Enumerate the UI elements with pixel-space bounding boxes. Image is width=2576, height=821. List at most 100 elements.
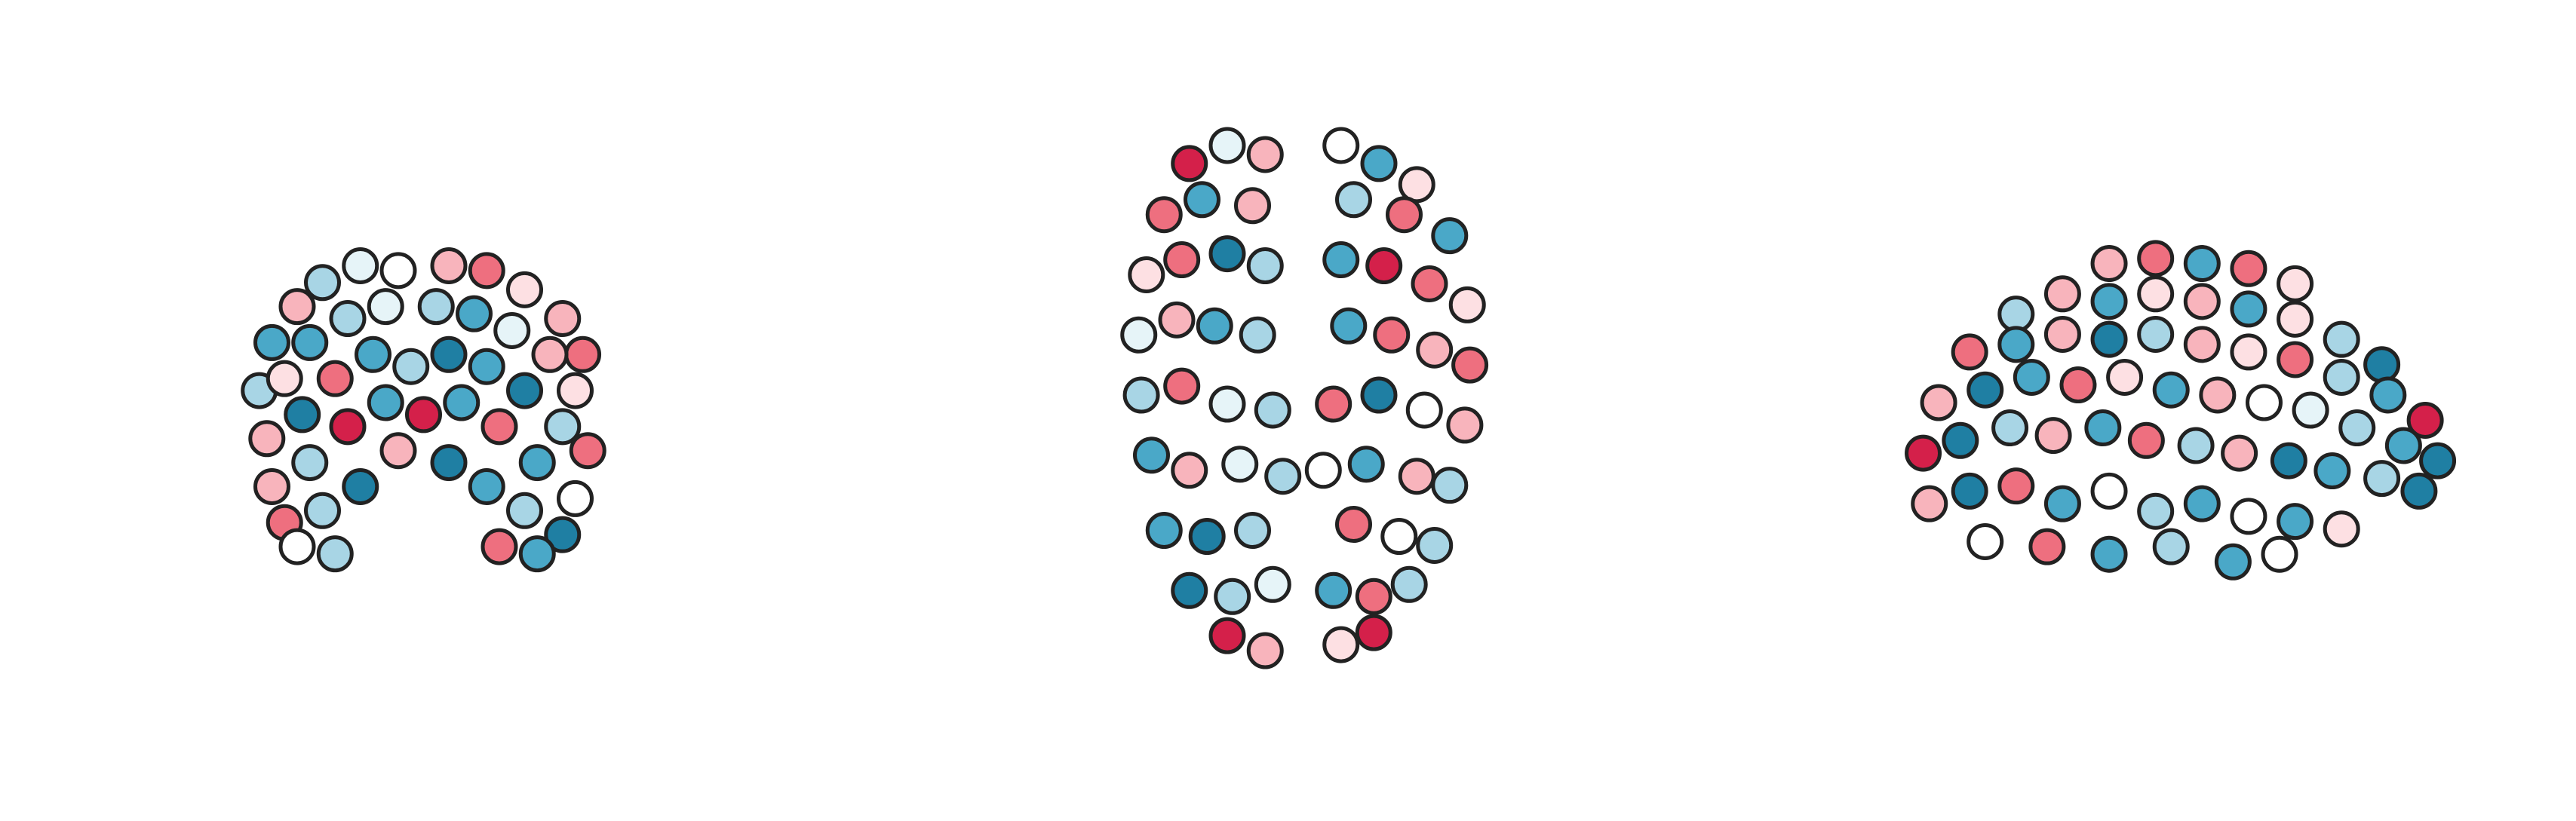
node-marker — [518, 535, 556, 573]
node-marker — [1145, 196, 1183, 234]
node-marker — [468, 252, 505, 289]
node-marker — [430, 335, 468, 373]
node-marker — [1304, 452, 1342, 489]
node-marker — [379, 432, 417, 470]
node-marker — [1431, 217, 1469, 255]
node-marker — [2245, 384, 2283, 421]
node-marker — [248, 420, 286, 458]
node-marker — [2369, 376, 2407, 414]
node-marker — [304, 492, 341, 529]
node-marker — [1390, 565, 1428, 603]
node-marker — [1951, 472, 1988, 510]
node-marker — [1163, 367, 1201, 405]
node-marker — [2183, 245, 2221, 283]
node-marker — [531, 335, 569, 373]
node-marker — [1967, 522, 2004, 560]
node-marker — [1911, 485, 1948, 522]
node-marker — [430, 444, 468, 482]
node-marker — [2230, 250, 2267, 287]
node-marker — [481, 408, 518, 446]
node-marker — [379, 252, 417, 289]
node-marker — [1951, 333, 1988, 371]
node-marker — [316, 360, 354, 397]
node-marker — [1942, 421, 1979, 459]
node-marker — [2090, 472, 2128, 510]
node-marker — [1208, 235, 1246, 273]
node-marker — [1264, 458, 1302, 495]
node-marker — [1398, 166, 1435, 204]
node-marker — [2277, 341, 2314, 378]
node-marker — [1158, 301, 1196, 339]
node-marker — [2270, 442, 2307, 479]
node-marker — [564, 335, 602, 373]
node-marker — [1246, 136, 1284, 173]
node-marker — [1920, 384, 1957, 421]
node-marker — [367, 288, 404, 326]
node-marker — [392, 348, 430, 385]
node-marker — [2043, 315, 2081, 353]
node-marker — [544, 300, 582, 338]
node-marker — [1128, 256, 1165, 293]
node-marker — [1315, 385, 1352, 423]
node-marker — [1234, 187, 1271, 225]
node-marker — [2419, 442, 2457, 479]
node-marker — [2277, 265, 2314, 302]
node-marker — [468, 348, 505, 385]
node-marker — [1416, 331, 1454, 369]
node-marker — [1322, 127, 1360, 164]
node-marker — [278, 288, 316, 326]
node-marker — [2034, 417, 2072, 455]
node-marker — [304, 264, 341, 302]
marker-view — [241, 247, 606, 573]
node-marker — [1254, 565, 1291, 603]
node-marker — [544, 516, 582, 553]
node-marker — [1214, 577, 1251, 615]
node-marker — [2406, 401, 2444, 439]
node-marker — [481, 528, 518, 565]
node-marker — [1360, 145, 1398, 182]
node-marker — [291, 444, 329, 482]
node-marker — [2363, 346, 2401, 384]
node-marker — [1254, 391, 1291, 429]
node-marker — [1133, 437, 1170, 474]
node-marker — [1145, 512, 1183, 550]
node-marker — [355, 335, 391, 373]
node-marker — [253, 323, 290, 361]
node-marker — [2183, 326, 2221, 363]
node-marker — [1184, 181, 1220, 219]
node-marker — [1905, 434, 1942, 472]
node-marker — [2090, 320, 2128, 358]
node-marker — [1355, 577, 1392, 615]
node-marker — [417, 288, 455, 326]
marker-view — [1905, 240, 2457, 581]
node-marker — [1360, 376, 1398, 414]
node-marker — [1208, 385, 1246, 423]
node-marker — [316, 535, 354, 573]
node-marker — [1120, 316, 1158, 354]
node-marker — [2137, 315, 2175, 353]
node-marker — [1373, 316, 1411, 354]
node-marker — [2152, 528, 2190, 565]
node-marker — [2013, 358, 2050, 396]
node-marker — [342, 247, 379, 284]
node-marker — [456, 295, 493, 332]
node-marker — [329, 408, 367, 446]
node-marker — [1398, 458, 1435, 495]
node-marker — [2106, 358, 2144, 396]
node-marker — [1196, 307, 1233, 345]
node-marker — [1330, 307, 1368, 345]
node-marker — [1431, 467, 1469, 504]
node-marker — [506, 492, 543, 529]
node-marker — [544, 408, 582, 446]
node-marker — [2152, 371, 2190, 409]
node-marker — [2059, 366, 2097, 404]
node-marker — [2323, 510, 2360, 548]
node-marker — [2230, 290, 2267, 328]
node-marker — [2028, 528, 2066, 565]
node-marker — [1221, 446, 1259, 483]
node-marker — [430, 247, 468, 284]
node-marker — [2338, 409, 2376, 447]
node-marker — [2277, 300, 2314, 338]
marker-view — [1120, 127, 1489, 669]
node-marker — [278, 528, 316, 565]
